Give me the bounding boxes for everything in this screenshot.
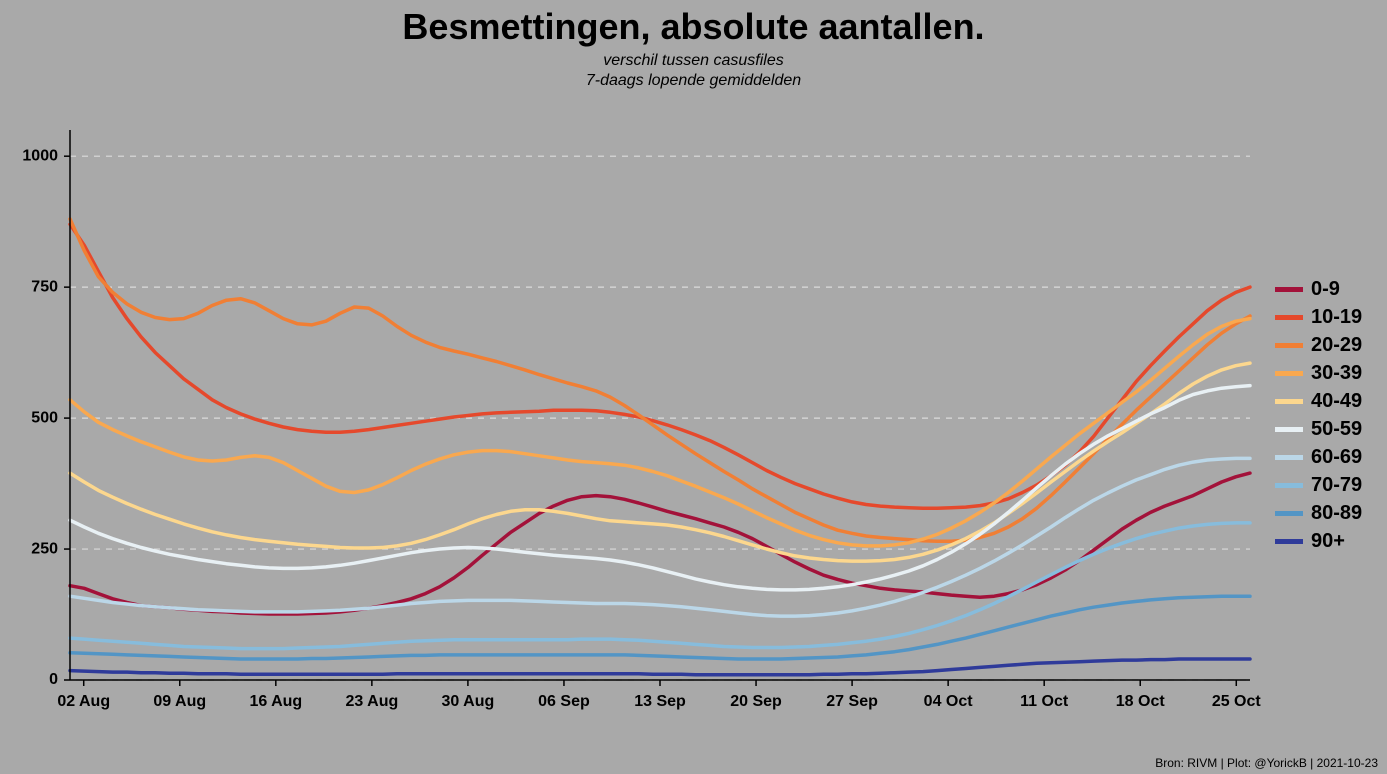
- legend-item-10-19: 10-19: [1275, 303, 1362, 331]
- legend-label: 70-79: [1311, 474, 1362, 497]
- x-tick-label: 20 Sep: [730, 693, 782, 710]
- legend-label: 20-29: [1311, 334, 1362, 357]
- x-tick-label: 02 Aug: [57, 693, 110, 710]
- series-line-0-9: [70, 473, 1250, 614]
- legend-item-60-69: 60-69: [1275, 443, 1362, 471]
- legend-item-40-49: 40-49: [1275, 387, 1362, 415]
- series-line-70-79: [70, 523, 1250, 649]
- legend-swatch: [1275, 315, 1303, 320]
- x-tick-label: 30 Aug: [442, 693, 495, 710]
- legend-swatch: [1275, 455, 1303, 460]
- legend-item-70-79: 70-79: [1275, 471, 1362, 499]
- y-tick-label: 750: [31, 278, 58, 295]
- series-line-90+: [70, 659, 1250, 675]
- x-tick-label: 16 Aug: [249, 693, 302, 710]
- legend-item-20-29: 20-29: [1275, 331, 1362, 359]
- legend-label: 90+: [1311, 530, 1345, 553]
- y-tick-label: 500: [31, 409, 58, 426]
- line-chart: 0 250 500 750 1000 02 Aug 09 Aug 16 Aug 23 Aug 30…: [0, 0, 1387, 774]
- x-tick-label: 25 Oct: [1212, 693, 1262, 710]
- y-tick-label: 0: [49, 671, 58, 688]
- legend-item-80-89: 80-89: [1275, 499, 1362, 527]
- legend-swatch: [1275, 427, 1303, 432]
- y-tick-label: 1000: [22, 147, 58, 164]
- legend-label: 60-69: [1311, 446, 1362, 469]
- x-tick-label: 11 Oct: [1020, 693, 1069, 710]
- legend-swatch: [1275, 539, 1303, 544]
- series-line-20-29: [70, 219, 1250, 541]
- legend-label: 30-39: [1311, 362, 1362, 385]
- x-tick-label: 09 Aug: [153, 693, 206, 710]
- legend-label: 50-59: [1311, 418, 1362, 441]
- x-tick-label: 23 Aug: [345, 693, 398, 710]
- series-line-40-49: [70, 363, 1250, 561]
- x-tick-label: 06 Sep: [538, 693, 590, 710]
- legend-label: 40-49: [1311, 390, 1362, 413]
- legend-item-90+: 90+: [1275, 527, 1362, 555]
- legend-label: 10-19: [1311, 306, 1362, 329]
- legend-swatch: [1275, 483, 1303, 488]
- legend-item-30-39: 30-39: [1275, 359, 1362, 387]
- x-tick-label: 18 Oct: [1116, 693, 1166, 710]
- legend-swatch: [1275, 511, 1303, 516]
- x-tick-label: 27 Sep: [826, 693, 878, 710]
- x-tick-label: 04 Oct: [924, 693, 974, 710]
- legend-label: 0-9: [1311, 278, 1340, 301]
- legend-item-50-59: 50-59: [1275, 415, 1362, 443]
- legend-label: 80-89: [1311, 502, 1362, 525]
- x-tick-label: 13 Sep: [634, 693, 686, 710]
- legend-item-0-9: 0-9: [1275, 275, 1362, 303]
- legend-swatch: [1275, 371, 1303, 376]
- legend-swatch: [1275, 343, 1303, 348]
- legend-swatch: [1275, 399, 1303, 404]
- legend: 0-9 10-19 20-29 30-39 40-49 50-59 60-69 70-79 80…: [1275, 275, 1362, 555]
- y-tick-label: 250: [31, 540, 58, 557]
- legend-swatch: [1275, 287, 1303, 292]
